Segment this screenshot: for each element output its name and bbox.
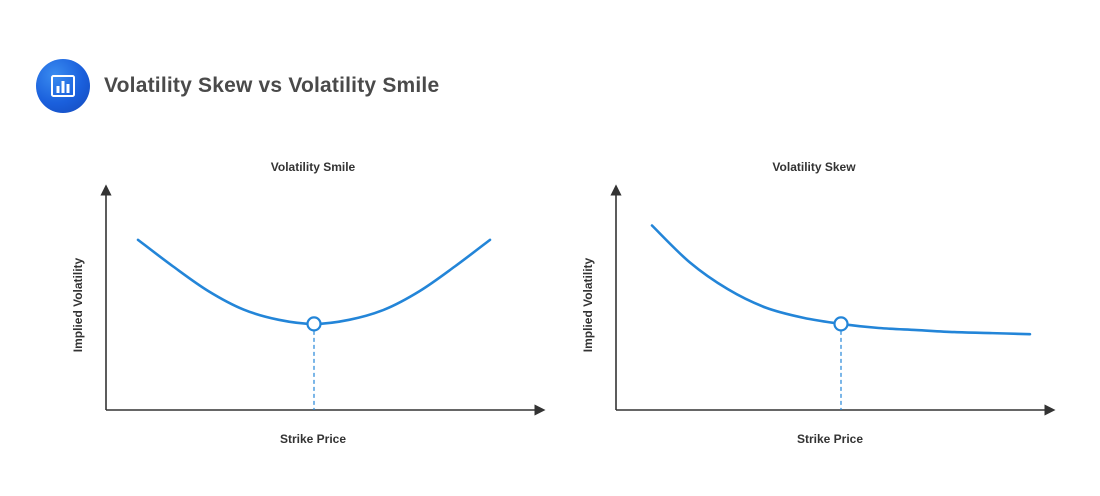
header: Volatility Skew vs Volatility Smile [36,57,439,115]
series-line [136,238,492,326]
bar-chart-icon [36,59,90,113]
highlight-point [833,316,849,332]
x-axis-label: Strike Price [280,432,346,446]
y-axis-label: Implied Volatility [581,257,595,352]
volatility-smile-chart: Volatility Smile Strike Price Implied Vola… [71,160,546,446]
page-title: Volatility Skew vs Volatility Smile [104,74,440,97]
chart-title: Volatility Smile [271,160,356,174]
chart-title: Volatility Skew [772,160,856,174]
highlight-point [306,316,322,332]
y-axis-label: Implied Volatility [71,257,85,352]
volatility-skew-chart: Volatility Skew Strike Price Implied Volat… [581,160,1056,446]
x-axis-label: Strike Price [797,432,863,446]
